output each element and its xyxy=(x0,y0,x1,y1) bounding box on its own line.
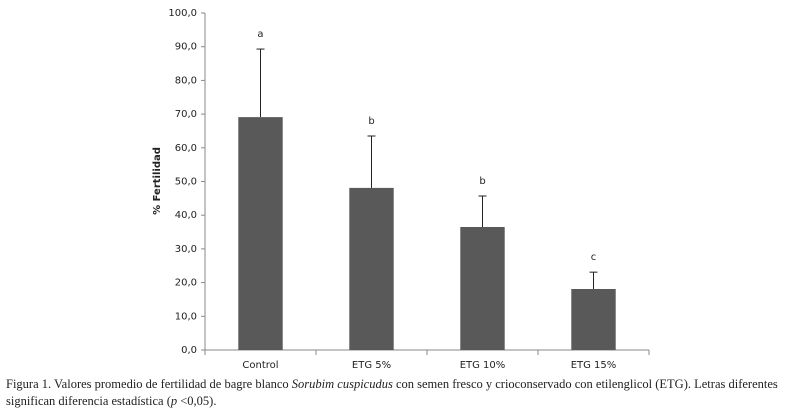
y-tick-label: 70,0 xyxy=(175,109,197,120)
y-tick-label: 20,0 xyxy=(175,278,197,289)
significance-label: c xyxy=(591,252,597,263)
y-tick-label: 50,0 xyxy=(175,177,197,188)
significance-label: b xyxy=(479,176,485,187)
bar xyxy=(571,289,616,350)
significance-label: b xyxy=(368,116,374,127)
x-tick-label: Control xyxy=(242,360,278,370)
x-tick-label: ETG 5% xyxy=(352,360,391,370)
y-tick-label: 40,0 xyxy=(175,210,197,221)
y-tick-label: 60,0 xyxy=(175,143,197,154)
x-tick-label: ETG 10% xyxy=(460,360,506,370)
caption-text: con semen fresco y crioconservado con et… xyxy=(6,377,778,408)
caption-text: Figura 1. Valores promedio de fertilidad… xyxy=(6,377,292,391)
y-tick-label: 100,0 xyxy=(168,8,197,19)
significance-label: a xyxy=(257,29,263,40)
bar xyxy=(460,226,505,350)
y-tick-label: 10,0 xyxy=(175,311,197,322)
bar xyxy=(349,187,394,350)
y-tick-label: 0,0 xyxy=(181,345,197,356)
y-tick-label: 30,0 xyxy=(175,244,197,255)
chart: % Fertilidad 0,0 10,0 20,0 30,0 40,0 50,0 60,0… xyxy=(152,8,650,370)
bar xyxy=(238,117,283,351)
caption: Figura 1. Valores promedio de fertilidad… xyxy=(6,376,796,410)
caption-species: Sorubim cuspicudus xyxy=(291,377,393,391)
caption-p: p xyxy=(170,394,178,408)
x-tick-label: ETG 15% xyxy=(571,360,617,370)
caption-text: <0,05). xyxy=(177,394,217,408)
y-tick-label: 80,0 xyxy=(175,75,197,86)
y-tick-label: 90,0 xyxy=(175,42,197,53)
y-axis-label: % Fertilidad xyxy=(152,147,163,215)
